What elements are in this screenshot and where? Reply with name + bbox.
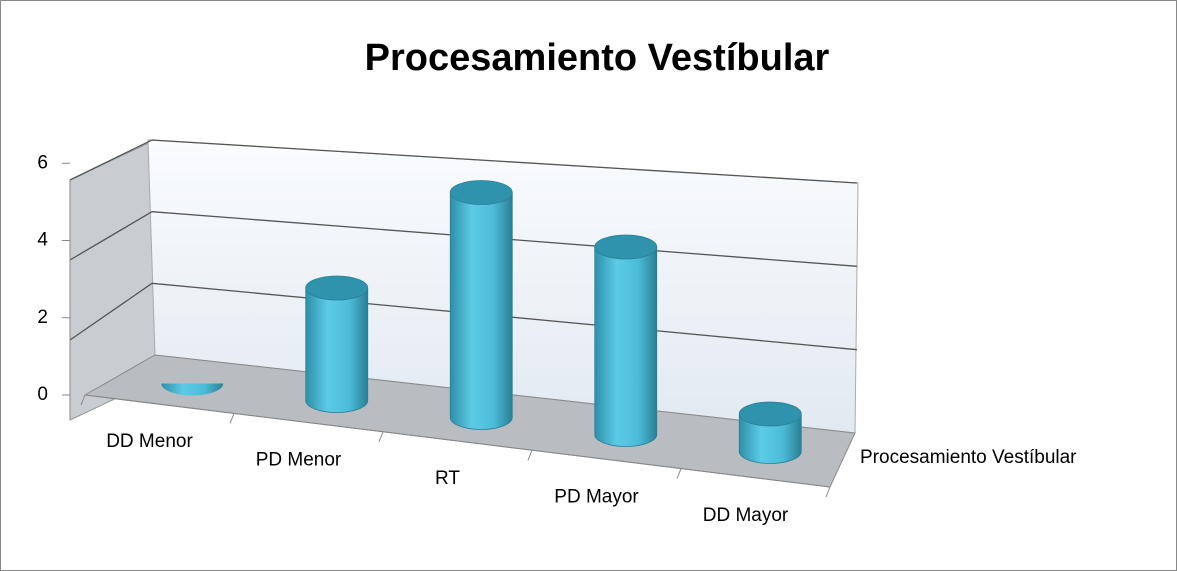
y-tick-label: 4 bbox=[37, 230, 48, 251]
chart-title: Procesamiento Vestíbular bbox=[365, 37, 830, 79]
bar-body bbox=[594, 246, 658, 447]
y-tick-label: 6 bbox=[37, 152, 48, 173]
bar-top bbox=[449, 180, 513, 205]
y-tick-label: 0 bbox=[37, 384, 48, 405]
bar bbox=[305, 275, 369, 413]
x-tick-label: DD Menor bbox=[106, 431, 193, 452]
bar-body bbox=[738, 413, 802, 464]
y-tick-label: 2 bbox=[37, 307, 48, 328]
x-tick bbox=[378, 431, 384, 442]
bar-body bbox=[161, 383, 224, 396]
x-tick bbox=[80, 394, 86, 406]
x-tick-label: PD Mayor bbox=[554, 486, 639, 507]
bar-top bbox=[594, 234, 658, 260]
bar-top bbox=[305, 275, 369, 301]
bar bbox=[738, 401, 802, 464]
x-tick bbox=[527, 450, 533, 461]
bar-body bbox=[305, 287, 369, 413]
grid-line bbox=[69, 139, 858, 184]
x-tick-label: RT bbox=[435, 468, 460, 489]
bar bbox=[594, 234, 658, 447]
bar bbox=[161, 383, 224, 396]
x-tick-label: PD Menor bbox=[256, 450, 342, 471]
bar bbox=[449, 180, 513, 430]
x-tick bbox=[676, 468, 682, 479]
bar-body bbox=[449, 192, 513, 430]
x-tick bbox=[229, 413, 235, 424]
series-label: Procesamiento Vestíbular bbox=[860, 447, 1077, 468]
x-tick bbox=[825, 486, 831, 498]
x-axis bbox=[84, 394, 831, 488]
x-tick-label: DD Mayor bbox=[703, 505, 789, 526]
bar-top bbox=[738, 401, 802, 427]
